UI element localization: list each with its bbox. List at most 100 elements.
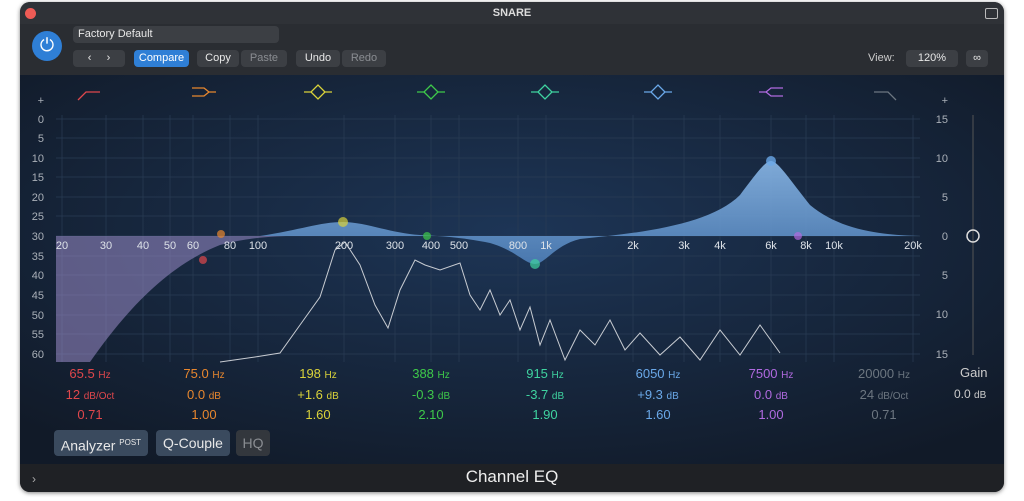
freq-label: 4k	[714, 240, 726, 252]
band-handle[interactable]	[199, 256, 207, 264]
analyzer-scale-label: 0	[38, 114, 44, 126]
band-handle[interactable]	[530, 259, 540, 269]
freq-label: 400	[422, 240, 440, 252]
frequency-unit: Hz	[437, 370, 450, 381]
freq-label: 2k	[627, 240, 639, 252]
band-handle[interactable]	[338, 217, 348, 227]
gain-value: 0.0	[187, 387, 206, 402]
band-gain: 24 dB/Oct	[829, 387, 939, 402]
gain-value: +9.3	[637, 387, 663, 402]
frequency-value: 65.5	[69, 366, 95, 381]
frequency-unit: Hz	[98, 370, 111, 381]
band-frequency: 65.5 Hz	[35, 366, 145, 381]
close-button[interactable]	[25, 8, 36, 19]
analyzer-scale-label: 20	[32, 192, 44, 204]
freq-label: 40	[137, 240, 149, 252]
gain-unit: dB	[974, 390, 987, 401]
plugin-window: SNARE ⏻ Factory Default ‹ › Compare Copy…	[20, 2, 1004, 492]
gain-unit: dB/Oct	[83, 391, 115, 402]
analyzer-scale-label: 25	[32, 211, 44, 223]
expand-icon[interactable]	[985, 8, 998, 19]
frequency-value: 915	[526, 366, 548, 381]
band-frequency: 6050 Hz	[603, 366, 713, 381]
footer-toggle[interactable]: ›	[32, 472, 36, 486]
gain-unit: dB	[666, 391, 679, 402]
gain-scale-label: +	[942, 95, 948, 107]
gain-value: 0.0	[954, 387, 971, 401]
gain-value: -0.3	[411, 387, 435, 402]
freq-label: 20	[56, 240, 68, 252]
band-icon	[417, 84, 445, 100]
footer-title: Channel EQ	[465, 467, 559, 486]
copy-button[interactable]: Copy	[197, 50, 239, 67]
gain-slider-knob[interactable]	[966, 229, 980, 243]
gain-unit: dB	[551, 391, 565, 402]
graph-background	[20, 75, 1004, 467]
q-couple-button[interactable]: Q-Couple	[156, 430, 230, 456]
freq-label: 800	[509, 240, 527, 252]
analyzer-scale-label: +	[38, 95, 44, 107]
freq-label: 3k	[678, 240, 690, 252]
analyzer-scale-label: 45	[32, 290, 44, 302]
band-handle[interactable]	[217, 230, 225, 238]
analyzer-scale-label: 30	[32, 231, 44, 243]
frequency-value: 6050	[635, 366, 665, 381]
gain-value: 0.0	[754, 387, 773, 402]
view-menu[interactable]: 120%	[906, 50, 958, 67]
paste-button[interactable]: Paste	[241, 50, 287, 67]
gain-scale-label: 0	[942, 231, 948, 243]
band-gain: -3.7 dB	[490, 387, 600, 402]
gain-unit: dB	[437, 391, 451, 402]
band-handle[interactable]	[794, 232, 802, 240]
band-icon	[644, 84, 672, 100]
band-icon	[192, 87, 216, 97]
band-gain: +9.3 dB	[603, 387, 713, 402]
master-gain-value: 0.0 dB	[954, 387, 986, 401]
analyzer-scale-label: 55	[32, 329, 44, 341]
band-frequency: 7500 Hz	[716, 366, 826, 381]
analyzer-scale-label: 35	[32, 251, 44, 263]
footer	[20, 464, 1004, 492]
band-frequency: 388 Hz	[376, 366, 486, 381]
band-handle[interactable]	[423, 232, 431, 240]
band-handle[interactable]	[766, 156, 776, 166]
frequency-value: 7500	[748, 366, 778, 381]
gain-value: +1.6	[297, 387, 323, 402]
hq-button[interactable]: HQ	[236, 430, 270, 456]
compare-button[interactable]: Compare	[134, 50, 189, 67]
freq-label: 6k	[765, 240, 777, 252]
analyzer-scale-label: 60	[32, 349, 44, 361]
freq-label: 1k	[540, 240, 552, 252]
band-gain: 0.0 dB	[716, 387, 826, 402]
gain-scale-label: 10	[936, 309, 948, 321]
frequency-unit: Hz	[668, 370, 681, 381]
analyzer-mode: POST	[119, 438, 142, 447]
frequency-value: 75.0	[183, 366, 209, 381]
preset-menu[interactable]: Factory Default	[73, 26, 279, 43]
eq-curve-area	[56, 161, 920, 264]
link-button[interactable]: ∞	[966, 50, 988, 67]
freq-label: 200	[335, 240, 353, 252]
power-button[interactable]: ⏻	[32, 31, 62, 61]
analyzer-button[interactable]: Analyzer POST	[54, 430, 148, 456]
undo-button[interactable]: Undo	[296, 50, 340, 67]
freq-label: 10k	[825, 240, 843, 252]
gain-scale-label: 15	[936, 114, 948, 126]
freq-label: 8k	[800, 240, 812, 252]
frequency-unit: Hz	[212, 370, 225, 381]
title-bar	[20, 2, 1004, 24]
band-q: 0.71	[871, 407, 897, 422]
nav-arrows[interactable]: ‹ ›	[73, 50, 125, 67]
band-frequency: 20000 Hz	[829, 366, 939, 381]
redo-button[interactable]: Redo	[342, 50, 386, 67]
gain-value: 24	[859, 387, 875, 402]
window-title: SNARE	[492, 7, 532, 19]
gain-scale-label: 5	[942, 270, 948, 282]
analyzer-scale-label: 5	[38, 133, 44, 145]
frequency-value: 388	[412, 366, 434, 381]
analyzer-scale-label: 15	[32, 172, 44, 184]
analyzer-scale-label: 50	[32, 310, 44, 322]
freq-label: 20k	[904, 240, 922, 252]
freq-label: 30	[100, 240, 112, 252]
